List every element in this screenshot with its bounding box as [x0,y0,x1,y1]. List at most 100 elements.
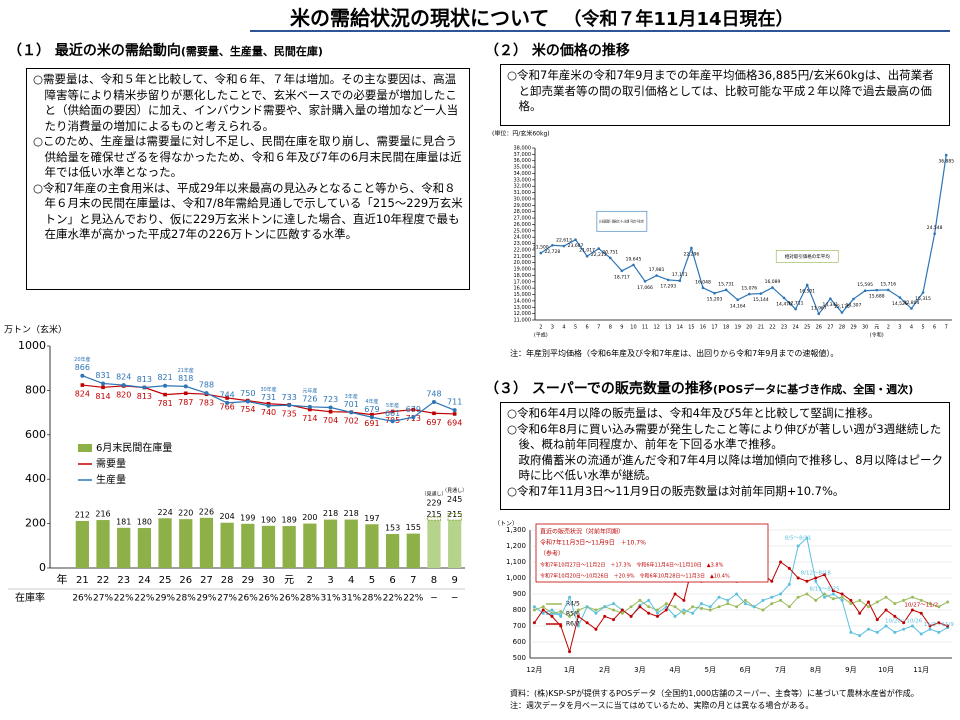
line-marker [724,288,728,292]
line-marker [831,597,835,601]
y-tick-label: 400 [25,472,46,485]
line-marker [858,611,862,615]
line-marker [629,605,633,609]
line-marker [921,291,925,294]
text-box: ○令和7年産米の令和7年9月までの年産平均価格36,885円/玄米60kgは、出… [500,64,950,126]
line-marker [866,600,870,604]
x-tick-label: 9月 [845,666,856,674]
x-tick-label: 30 [262,575,275,586]
bar-label: 153 [385,524,400,533]
forecast-range [447,513,462,521]
bar [282,526,296,568]
section-heading: （１） 最近の米の需給動向(需要量、生産量、民間在庫) [8,40,323,60]
line-marker [431,399,436,404]
line-marker [713,291,716,295]
rate-value: 26% [258,594,278,604]
rate-value: 27% [93,594,113,604]
unit-label: (単位：円/玄米60kg) [492,130,550,138]
status-line: 令和7年11月3日～11月9日 ＋10.7% [540,539,646,547]
x-tick-label: 8 [431,575,437,586]
y-tick-label: 500 [513,654,526,662]
x-tick-label: 23 [781,325,787,331]
line-marker [840,311,844,314]
x-tick-label: 3 [898,325,901,331]
line-marker [163,383,168,388]
x-tick-label: 6月 [740,666,751,674]
line-label: 821 [157,373,172,382]
x-tick-label: 5 [369,575,375,586]
line-marker [647,605,651,609]
y-tick-label: 32,000 [514,184,532,190]
y-tick-label: 200 [25,517,46,530]
y-tick-label: 35,000 [514,165,532,171]
y-tick-label: 21,000 [514,254,532,260]
bar-label: 180 [137,518,152,527]
bar [158,518,172,568]
x-tick-label: 26 [816,325,822,331]
y-tick-label: 30,000 [514,196,532,202]
forecast-note: （見通し） [442,487,467,494]
line-marker [411,407,416,412]
x-tick-label: 20 [746,325,752,331]
rate-value: 22% [403,594,423,604]
y-tick-label: 600 [25,428,46,441]
y-tick-label: 0 [39,561,46,574]
crop-label: 21年産 [178,367,194,374]
line-marker [163,392,167,397]
bullet: ○このため、生産量は需要量に対し不足し、民間在庫を取り崩し、需要量に見合う供給量… [33,134,462,179]
crop-label: 元年産 [302,387,317,394]
x-tick-label: 9 [451,575,457,586]
point-label: 23,607 [568,243,584,249]
bar [261,525,276,568]
x-axis-title: 年 [57,572,68,586]
line-marker [574,238,577,241]
line-marker [411,415,416,420]
line-marker [568,650,572,654]
line-label: 866 [75,363,90,372]
line-marker [452,408,457,413]
era-label: (令和) [870,332,884,339]
line-marker [532,608,536,612]
crop-label: 3年産 [345,393,358,400]
bar-label: 212 [75,510,90,519]
x-tick-label: 21 [76,575,89,586]
x-tick-label: 22 [769,325,775,331]
line-label: 754 [240,405,255,414]
bar-label: 155 [406,523,421,532]
bar-label: 189 [282,516,297,525]
rate-value: 29% [155,594,175,604]
line-marker [612,618,616,622]
heading-sub: (POSデータに基づき作成、全国・週次) [712,383,914,396]
point-label: 14,525 [892,301,908,307]
line-marker [829,297,832,301]
title-date: （令和７年11月14日現在） [563,9,794,30]
x-tick-label: 4月 [669,666,680,674]
bar-label: 216 [95,510,110,519]
point-label: 15,716 [880,281,896,287]
y-tick-label: 23,000 [514,241,532,247]
point-label: 18,717 [614,274,630,280]
bar [344,519,358,568]
line-marker [539,251,543,255]
line-marker [817,312,821,316]
line-marker [902,598,906,602]
point-label: 22,613 [556,238,572,244]
point-label: 22,296 [684,252,700,258]
x-tick-label: 7 [945,325,948,331]
x-tick-label: 7 [597,325,600,331]
line-marker [101,385,105,390]
line-marker [638,598,642,602]
point-label: 15,315 [915,296,931,302]
line-marker [568,614,572,618]
bar-label: 224 [157,508,172,517]
y-tick-label: 20,000 [514,260,532,266]
y-tick-label: 38,000 [514,146,532,152]
line-marker [585,605,589,609]
line-marker [726,598,730,602]
bar [365,524,379,568]
line-marker [928,602,932,606]
line-marker [245,399,250,404]
bar-label: 199 [240,513,255,522]
line-label: 766 [219,402,234,411]
line-marker [559,624,563,628]
